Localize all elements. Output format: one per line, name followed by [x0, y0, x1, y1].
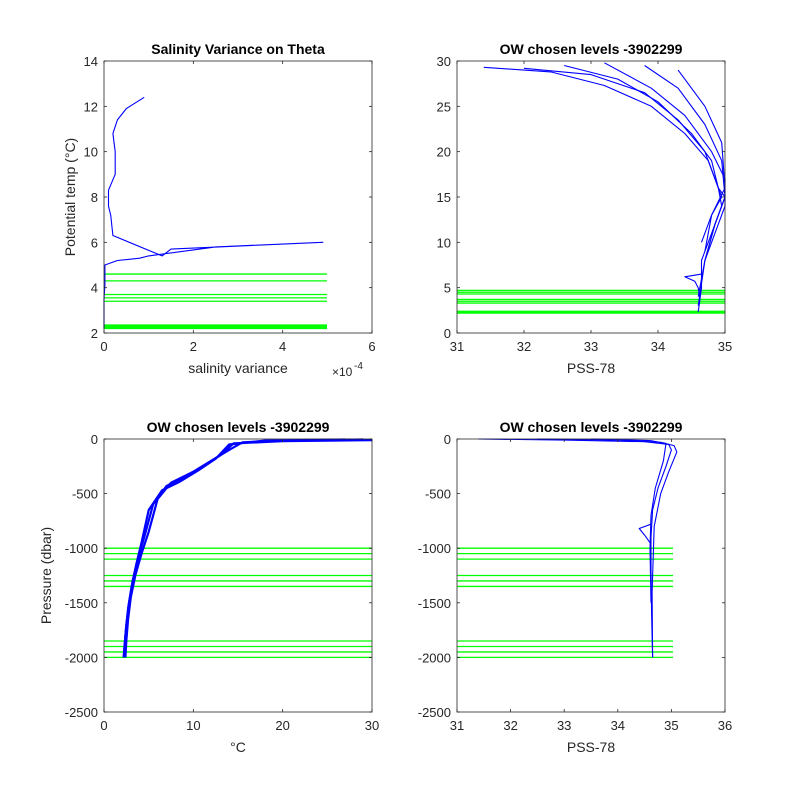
- sal-theta-y-tick-label: 0: [444, 326, 451, 341]
- salvar-y-tick-label: 4: [91, 281, 98, 296]
- sal-theta-x-tick-label: 34: [651, 339, 665, 354]
- sal-pres-x-tick-label: 31: [450, 718, 464, 733]
- temp-pres-plot-frame: [103, 438, 373, 713]
- salvar-y-tick-label: 6: [91, 235, 98, 250]
- salvar-x-exponent-base: ×10: [332, 365, 353, 379]
- sal-pres-x-tick-label: 32: [503, 718, 517, 733]
- sal-theta-y-tick-label: 20: [437, 145, 451, 160]
- salvar-y-tick-label: 2: [91, 326, 98, 341]
- salvar-series-line: [103, 96, 324, 329]
- sal-theta-series-line: [604, 62, 726, 306]
- sal-pres-x-label: PSS-78: [567, 739, 615, 755]
- salvar-x-tick-label: 4: [279, 339, 286, 354]
- salvar-y-tick-label: 10: [84, 145, 98, 160]
- sal-pres-y-tick-label: -1000: [418, 541, 451, 556]
- sal-theta-series-line: [483, 66, 723, 313]
- sal-theta-series-line: [644, 65, 726, 261]
- salvar-y-tick-label: 8: [91, 190, 98, 205]
- temp-pres-y-label: Pressure (dbar): [38, 527, 54, 624]
- salvar-title: Salinity Variance on Theta: [151, 41, 325, 57]
- sal-pres-plot-frame: [456, 438, 726, 713]
- temp-pres-x-tick-label: 0: [100, 718, 107, 733]
- sal-pres-x-tick-label: 33: [557, 718, 571, 733]
- temp-pres-series-line: [122, 438, 346, 658]
- sal-pres-series-line: [537, 438, 678, 658]
- sal-pres-y-tick-label: -500: [425, 487, 451, 502]
- temp-pres-series-line: [124, 438, 364, 658]
- sal-theta-y-tick-label: 5: [444, 281, 451, 296]
- salvar-x-tick-label: 2: [190, 339, 197, 354]
- sal-pres-x-tick-label: 36: [718, 718, 732, 733]
- sal-pres-series-line: [590, 438, 667, 603]
- sal-theta-title: OW chosen levels -3902299: [500, 41, 683, 57]
- temp-pres-y-tick-label: -1500: [65, 596, 98, 611]
- salvar-y-label: Potential temp (°C): [62, 138, 78, 256]
- temp-pres-x-tick-label: 20: [275, 718, 289, 733]
- temp-pres-x-tick-label: 10: [186, 718, 200, 733]
- salvar-x-label: salinity variance: [188, 360, 288, 376]
- sal-pres-x-tick-label: 35: [664, 718, 678, 733]
- temp-pres-x-label: °C: [230, 739, 246, 755]
- sal-theta-axes: 31 32 33 34 35 0 5 10 15 20 25 30 OW chosen levels -…: [437, 41, 733, 376]
- sal-theta-series-line: [523, 67, 723, 243]
- sal-pres-y-tick-label: -1500: [418, 596, 451, 611]
- sal-theta-x-tick-label: 32: [517, 339, 531, 354]
- sal-theta-y-tick-label: 25: [437, 99, 451, 114]
- salvar-x-tick-label: 6: [368, 339, 375, 354]
- salvar-x-tick-label: 0: [100, 339, 107, 354]
- sal-theta-x-label: PSS-78: [567, 360, 615, 376]
- sal-theta-x-tick-label: 33: [584, 339, 598, 354]
- sal-theta-y-tick-label: 10: [437, 235, 451, 250]
- sal-theta-y-tick-label: 15: [437, 190, 451, 205]
- sal-theta-series-line: [684, 273, 702, 297]
- salvar-y-tick-label: 14: [84, 54, 98, 69]
- sal-pres-axes: 31 32 33 34 35 36 -2500 -2000 -1500 -1000 -500 0 OW …: [418, 419, 732, 755]
- sal-pres-series-line: [478, 438, 672, 658]
- sal-theta-series-line: [677, 69, 726, 252]
- sal-pres-y-tick-label: -2000: [418, 650, 451, 665]
- temp-pres-y-tick-label: 0: [91, 432, 98, 447]
- temp-pres-title: OW chosen levels -3902299: [147, 419, 330, 435]
- sal-pres-y-tick-label: -2500: [418, 705, 451, 720]
- temp-pres-x-tick-label: 30: [365, 718, 379, 733]
- temp-pres-y-tick-label: -2500: [65, 705, 98, 720]
- salvar-plot-frame: [103, 60, 373, 334]
- salvar-y-tick-label: 12: [84, 99, 98, 114]
- sal-pres-x-tick-label: 34: [611, 718, 625, 733]
- salvar-x-exponent-power: -4: [354, 361, 363, 372]
- sal-pres-series-line: [638, 523, 652, 544]
- sal-theta-y-tick-label: 30: [437, 54, 451, 69]
- sal-theta-x-tick-label: 31: [450, 339, 464, 354]
- sal-pres-y-tick-label: 0: [444, 432, 451, 447]
- temp-pres-y-tick-label: -500: [72, 487, 98, 502]
- sal-theta-x-tick-label: 35: [718, 339, 732, 354]
- temp-pres-axes: 0 10 20 30 -2500 -2000 -1500 -1000 -500 0 OW chose…: [38, 419, 379, 755]
- sal-pres-title: OW chosen levels -3902299: [500, 419, 683, 435]
- temp-pres-y-tick-label: -1000: [65, 541, 98, 556]
- temp-pres-y-tick-label: -2000: [65, 650, 98, 665]
